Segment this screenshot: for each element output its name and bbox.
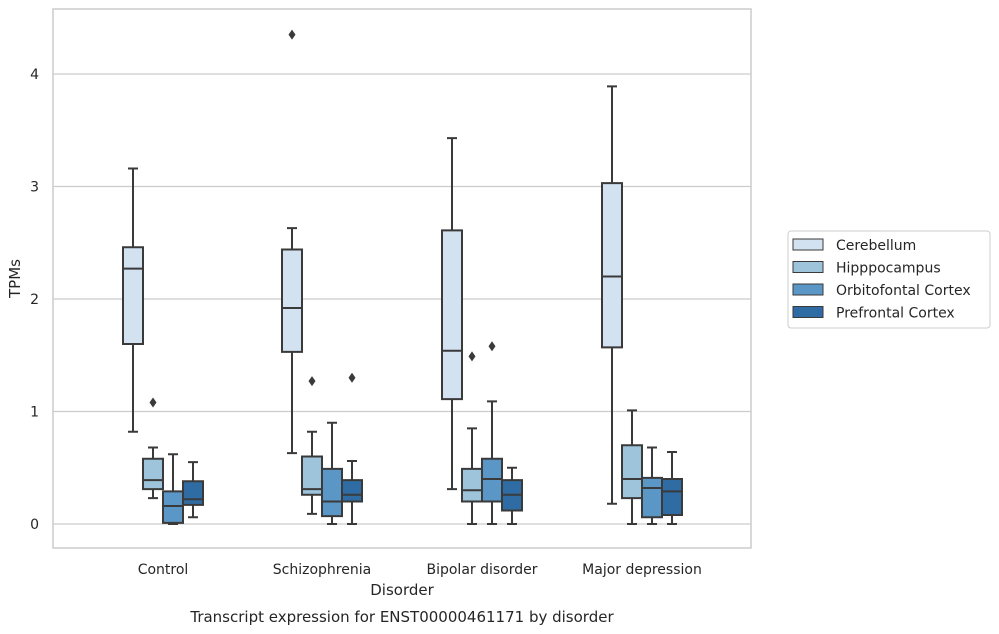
legend-swatch [792, 283, 824, 296]
iqr-box [122, 246, 144, 345]
y-tick-label: 0 [30, 517, 39, 533]
x-axis-label: Disorder [370, 581, 434, 599]
box-orbitofontal-cortex-3 [641, 446, 663, 525]
y-axis-label: TPMs [6, 259, 24, 299]
y-tick-label: 3 [30, 180, 39, 196]
chart-caption: Transcript expression for ENST0000046117… [189, 608, 614, 626]
outlier-point [308, 376, 316, 387]
legend-label: Hipppocampus [836, 261, 941, 277]
iqr-box [661, 478, 683, 516]
box-cerebellum-0 [122, 167, 144, 433]
box-orbitofontal-cortex-1 [321, 421, 343, 525]
iqr-box [162, 490, 184, 524]
iqr-box [281, 248, 303, 353]
x-tick-label: Control [138, 562, 189, 578]
iqr-box [601, 182, 623, 349]
iqr-box [182, 480, 204, 506]
y-tick-label: 1 [30, 405, 39, 421]
box-hipppocampus-1 [301, 376, 323, 515]
box-hipppocampus-3 [621, 409, 643, 525]
outlier-point [348, 372, 356, 383]
legend-label: Prefrontal Cortex [836, 306, 955, 322]
box-cerebellum-2 [441, 137, 463, 491]
iqr-box [341, 479, 363, 503]
box-hipppocampus-2 [461, 351, 483, 525]
iqr-box [441, 229, 463, 401]
x-tick-label: Bipolar disorder [426, 562, 537, 578]
iqr-box [321, 467, 343, 518]
outlier-point [288, 29, 296, 40]
box-orbitofontal-cortex-2 [481, 341, 503, 525]
x-tick-label: Schizophrenia [273, 562, 371, 578]
legend-swatch [792, 306, 824, 318]
plot-frame [52, 8, 752, 549]
box-orbitofontal-cortex-0 [162, 453, 184, 525]
y-tick-label: 2 [30, 292, 39, 308]
box-plot-area [122, 29, 683, 525]
box-cerebellum-1 [281, 29, 303, 455]
iqr-box [461, 467, 483, 503]
box-hipppocampus-0 [142, 397, 164, 500]
y-tick-label: 4 [30, 67, 39, 83]
legend: Cerebellum Hipppocampus Orbitofontal Corte… [787, 230, 991, 329]
outlier-point [488, 341, 496, 352]
outlier-point [468, 351, 476, 362]
legend-swatch [792, 238, 824, 251]
iqr-box [481, 457, 503, 503]
box-prefrontal-cortex-2 [501, 466, 523, 525]
x-tick-label: Major depression [582, 562, 702, 578]
iqr-box [621, 444, 643, 500]
legend-frame [787, 230, 991, 329]
legend-swatch [792, 261, 824, 273]
iqr-box [142, 457, 164, 491]
y-tick-labels: 0 1 2 3 4 [30, 67, 39, 533]
box-cerebellum-3 [601, 85, 623, 505]
x-tick-labels: Control Schizophrenia Bipolar disorder Majo… [138, 562, 702, 578]
grid-lines [53, 73, 751, 525]
box-prefrontal-cortex-3 [661, 451, 683, 525]
box-prefrontal-cortex-0 [182, 461, 204, 519]
outlier-point [149, 397, 157, 408]
box-prefrontal-cortex-1 [341, 372, 363, 525]
iqr-box [641, 476, 663, 519]
legend-label: Cerebellum [836, 238, 916, 254]
legend-label: Orbitofontal Cortex [836, 283, 971, 299]
